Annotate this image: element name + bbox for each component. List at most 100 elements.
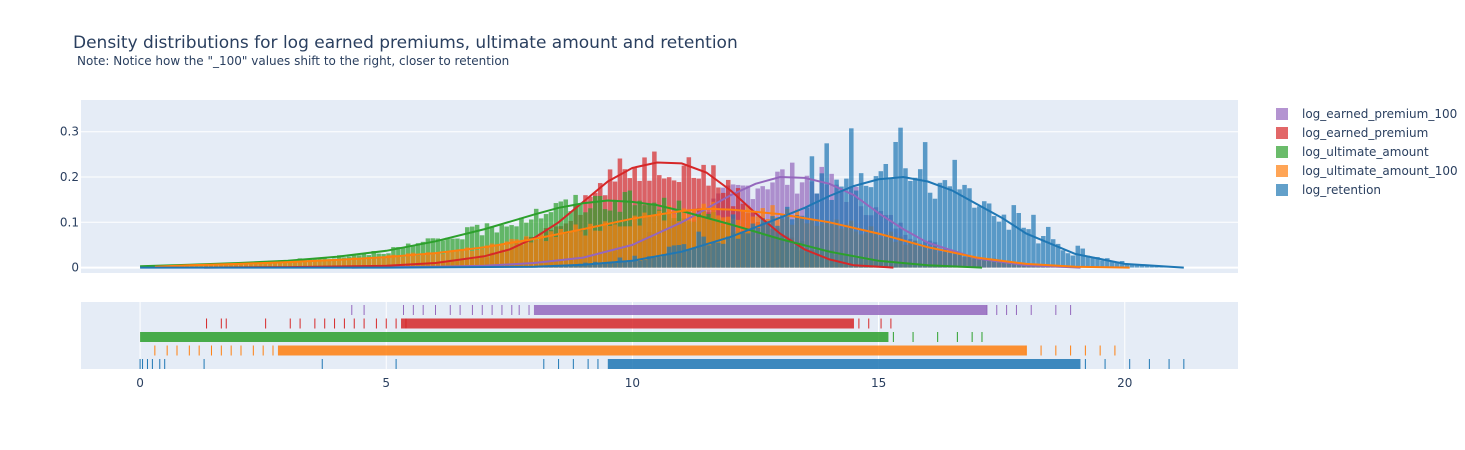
histogram-bar [711,241,716,268]
histogram-bar [346,258,352,268]
histogram-bar [716,242,721,268]
histogram-bar [440,240,445,268]
histogram-bar [873,176,879,268]
histogram-bar [430,253,436,268]
histogram-bar [1026,229,1031,268]
histogram-bar [273,262,278,268]
histogram-bar [647,256,652,268]
histogram-bar [228,264,234,268]
histogram-bar [760,218,765,268]
histogram-bar [991,216,997,268]
histogram-bar [420,253,426,268]
histogram-bar [691,247,697,268]
legend-swatch [1276,165,1288,177]
histogram-bar [479,249,485,268]
histogram-bar [652,257,657,268]
histogram-bar [814,193,820,268]
histogram-bar [824,143,829,268]
histogram-bar [509,238,514,268]
legend-label: log_ultimate_amount [1302,145,1429,159]
histogram-bar [317,261,322,268]
histogram-bar [307,260,312,268]
histogram-bar [223,264,229,268]
legend-swatch [1276,146,1288,158]
histogram-bar [903,168,908,268]
histogram-bar [391,254,396,268]
histogram-bar [1016,212,1021,268]
histogram-bar [1105,258,1110,268]
histogram-bar [627,260,633,268]
legend-swatch [1276,127,1288,139]
histogram-bar [396,256,401,268]
histogram-bar [1124,264,1130,268]
histogram-bar [1045,226,1051,268]
histogram-bar [676,221,682,268]
histogram-bar [558,228,564,268]
histogram-bar [977,206,982,268]
legend-label: log_retention [1302,183,1381,197]
histogram-bar [730,214,736,268]
density-curve-log_earned_premium_100 [351,175,1081,269]
histogram-bar [282,261,288,268]
histogram-bar [194,265,199,268]
histogram-bar [583,235,588,268]
histogram-bar [681,244,687,268]
histogram-bar [381,257,386,268]
histogram-bar [607,262,613,268]
legend-item-log_ultimate_amount_100[interactable]: log_ultimate_amount_100 [1276,164,1458,178]
histogram-bar [213,265,219,268]
histogram-bar [721,217,726,268]
histogram-bar [519,241,524,268]
histogram-bar [361,259,367,268]
histogram-bar [770,216,775,268]
histogram-bar [972,207,977,268]
histogram-bar [529,242,534,268]
histogram-bar [947,186,953,268]
histogram-bar [863,185,869,268]
histogram-bar [568,231,573,268]
x-tick-label: 20 [1117,376,1132,390]
histogram-bar [962,184,967,268]
legend-item-log_earned_premium[interactable]: log_earned_premium [1276,126,1428,140]
histogram-bar [1095,257,1100,268]
histogram-bar [681,208,687,268]
histogram-bar [410,252,416,268]
histogram-bar [277,261,283,268]
histogram-bar [922,142,928,268]
rug-dense-band [277,345,1027,356]
histogram-bar [1060,250,1066,268]
histogram-bar [952,159,957,268]
histogram-bar [657,257,662,268]
histogram-bar [499,245,505,268]
histogram-bar [917,169,923,268]
histogram-bar [913,177,918,268]
histogram-bar [1075,245,1081,268]
legend-item-log_earned_premium_100[interactable]: log_earned_premium_100 [1276,107,1457,121]
histogram-bar [302,261,308,268]
histogram-bar [489,243,495,268]
histogram-bar [524,236,529,268]
histogram-bar [671,213,677,268]
histogram-bar [597,263,603,268]
histogram-bar [573,265,578,268]
legend-item-log_ultimate_amount[interactable]: log_ultimate_amount [1276,145,1429,159]
histogram-bar [1055,243,1061,268]
histogram-bar [588,223,593,268]
legend-label: log_ultimate_amount_100 [1302,164,1458,178]
histogram-bar [696,231,701,268]
histogram-bar [799,215,805,268]
histogram-bar [839,186,844,268]
histogram-bar [789,219,795,268]
histogram-bar [661,254,667,268]
legend-label: log_earned_premium_100 [1302,107,1457,121]
chart-subtitle: Note: Notice how the "_100" values shift… [77,54,510,68]
histogram-bar [401,257,406,268]
histogram-bar [1134,264,1140,268]
histogram-bar [327,260,332,268]
histogram-bar [725,236,731,268]
histogram-bar [322,260,327,268]
rug-log_ultimate_amount_100 [154,345,1116,356]
histogram-bar [588,263,593,268]
legend-item-log_retention[interactable]: log_retention [1276,183,1381,197]
histogram-bar [957,189,962,268]
